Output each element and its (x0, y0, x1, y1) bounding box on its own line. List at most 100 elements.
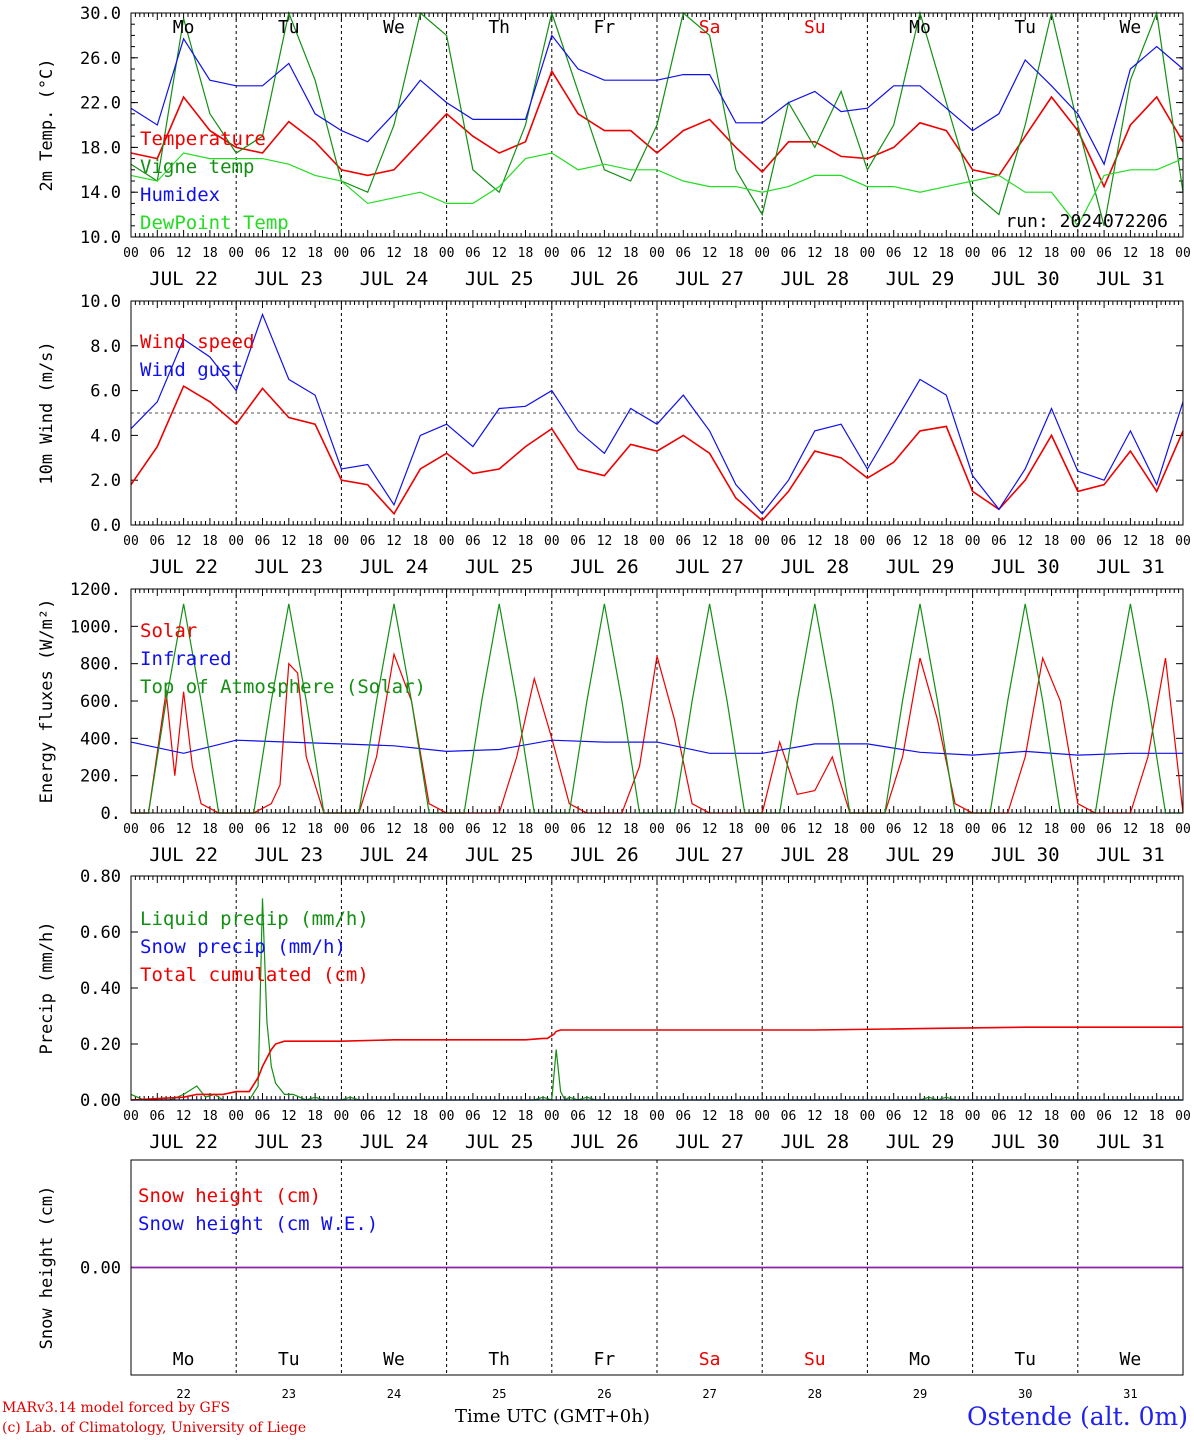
y-axis-label: Snow height (cm) (37, 1186, 57, 1350)
hour-tick-label: 12 (597, 534, 613, 549)
date-label: JUL 28 (780, 268, 849, 290)
hour-tick-label: 12 (1123, 822, 1139, 837)
day-letter-bottom: We (383, 1349, 405, 1370)
y-tick-label: 400. (80, 729, 121, 749)
hour-tick-label: 00 (860, 534, 876, 549)
hour-tick-label: 12 (597, 246, 613, 261)
hour-tick-label: 00 (860, 1109, 876, 1124)
hour-tick-label: 18 (1149, 246, 1165, 261)
hour-tick-label: 06 (149, 822, 165, 837)
day-letter: Mo (173, 17, 195, 38)
hour-tick-label: 06 (570, 822, 586, 837)
series-line-temp-0 (130, 69, 1184, 189)
date-label: JUL 24 (360, 268, 429, 290)
hour-tick-label: 06 (886, 246, 902, 261)
hour-tick-label: 06 (465, 822, 481, 837)
hour-tick-label: 00 (965, 822, 981, 837)
hour-tick-label: 00 (334, 822, 350, 837)
series-line-temp-3 (130, 152, 1184, 227)
x-axis-title: Time UTC (GMT+0h) (455, 1406, 650, 1427)
hour-tick-label: 00 (123, 246, 139, 261)
temp-panel (130, 10, 1184, 238)
hour-tick-label: 18 (938, 822, 954, 837)
run-label: run: 2024072206 (1005, 211, 1168, 232)
y-tick-label: 0.20 (80, 1035, 121, 1055)
date-label: JUL 24 (360, 556, 429, 578)
hour-tick-label: 00 (123, 1109, 139, 1124)
day-letter: Tu (1014, 17, 1036, 38)
hour-tick-label: 12 (386, 1109, 402, 1124)
y-tick-label: 26.0 (80, 49, 121, 69)
hour-tick-label: 06 (675, 1109, 691, 1124)
hour-tick-label: 06 (675, 246, 691, 261)
hour-tick-label: 00 (544, 1109, 560, 1124)
hour-tick-label: 00 (334, 246, 350, 261)
hour-tick-label: 00 (965, 1109, 981, 1124)
hour-tick-label: 06 (991, 534, 1007, 549)
date-label: JUL 30 (991, 556, 1060, 578)
hour-tick-label: 18 (833, 822, 849, 837)
hour-tick-label: 12 (176, 534, 192, 549)
series-line-wind-0 (130, 384, 1184, 522)
panel-frame (130, 12, 1184, 238)
y-axis-label: Energy fluxes (W/m²) (37, 599, 57, 804)
hour-tick-label: 18 (412, 822, 428, 837)
hour-tick-label: 18 (1044, 1109, 1060, 1124)
hour-tick-label: 18 (833, 1109, 849, 1124)
hour-tick-label: 00 (544, 534, 560, 549)
hour-tick-label: 18 (307, 1109, 323, 1124)
hour-tick-label: 06 (255, 246, 271, 261)
y-tick-label: 2.0 (90, 471, 121, 491)
day-number: 23 (282, 1387, 296, 1401)
hour-tick-label: 18 (938, 534, 954, 549)
date-label: JUL 29 (886, 1131, 955, 1153)
hour-tick-label: 18 (202, 534, 218, 549)
day-letter-bottom: Sa (699, 1349, 721, 1370)
hour-tick-label: 06 (1096, 1109, 1112, 1124)
date-label: JUL 25 (465, 268, 534, 290)
y-axis-label: 2m Temp. (°C) (37, 58, 57, 191)
day-number: 24 (387, 1387, 401, 1401)
hour-tick-label: 18 (307, 534, 323, 549)
hour-tick-label: 00 (649, 534, 665, 549)
date-label: JUL 22 (149, 1131, 218, 1153)
hour-tick-label: 18 (623, 822, 639, 837)
date-label: JUL 30 (991, 1131, 1060, 1153)
hour-tick-label: 12 (491, 822, 507, 837)
wind-panel (130, 300, 1184, 526)
hour-tick-label: 06 (781, 246, 797, 261)
hour-tick-label: 18 (623, 246, 639, 261)
hour-tick-label: 18 (1044, 822, 1060, 837)
hour-tick-label: 06 (675, 822, 691, 837)
y-tick-label: 1000. (70, 617, 121, 637)
y-tick-label: 0. (101, 804, 121, 824)
hour-tick-label: 12 (281, 246, 297, 261)
hour-tick-label: 12 (597, 822, 613, 837)
hour-tick-label: 12 (176, 246, 192, 261)
date-label: JUL 25 (465, 1131, 534, 1153)
hour-tick-label: 12 (702, 246, 718, 261)
y-tick-label: 6.0 (90, 382, 121, 402)
day-letter: We (1120, 17, 1142, 38)
hour-tick-label: 00 (1070, 1109, 1086, 1124)
date-label: JUL 25 (465, 844, 534, 866)
date-label: JUL 26 (570, 556, 639, 578)
hour-tick-label: 18 (518, 1109, 534, 1124)
hour-tick-label: 06 (255, 822, 271, 837)
hour-tick-label: 12 (386, 822, 402, 837)
legend-entry: Vigne temp (140, 156, 254, 178)
hour-tick-label: 12 (702, 1109, 718, 1124)
hour-tick-label: 18 (307, 246, 323, 261)
hour-tick-label: 12 (912, 534, 928, 549)
hour-tick-label: 18 (1149, 534, 1165, 549)
series-line-wind-1 (130, 312, 1184, 515)
y-axis-label: 10m Wind (m/s) (37, 341, 57, 484)
legend-entry: Humidex (140, 184, 220, 206)
hour-tick-label: 06 (991, 1109, 1007, 1124)
hour-tick-label: 06 (1096, 246, 1112, 261)
day-number: 25 (492, 1387, 506, 1401)
date-label: JUL 23 (254, 1131, 323, 1153)
hour-tick-label: 00 (649, 246, 665, 261)
day-letter-bottom: Tu (1014, 1349, 1036, 1370)
hour-tick-label: 18 (833, 534, 849, 549)
